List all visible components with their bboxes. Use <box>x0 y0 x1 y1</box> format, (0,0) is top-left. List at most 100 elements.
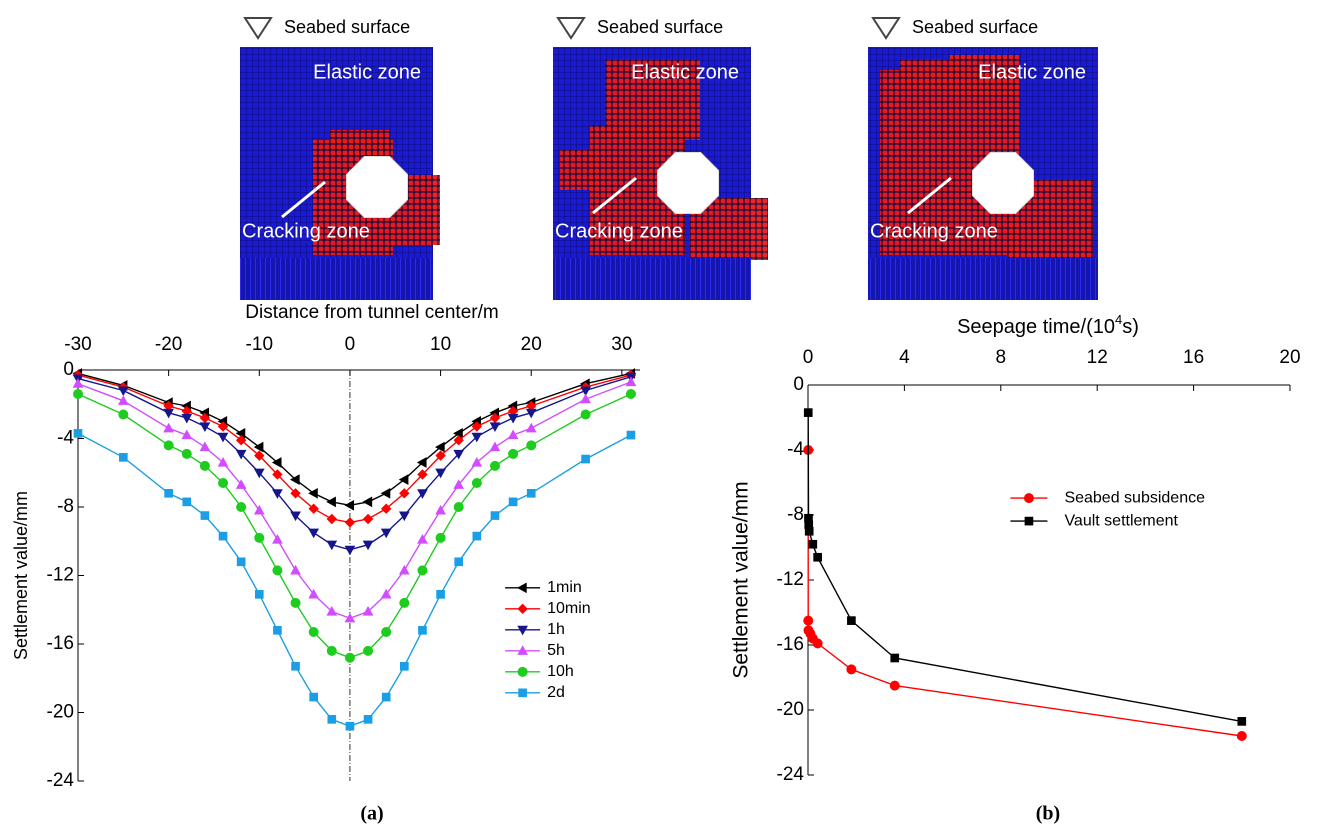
y-tick-label: -16 <box>777 634 804 655</box>
caption: (a) <box>360 803 383 825</box>
elastic-label: Elastic zone <box>313 61 421 83</box>
fem-image <box>240 47 440 300</box>
data-point <box>525 422 537 433</box>
x-tick-label: 0 <box>803 347 814 368</box>
data-point <box>453 502 464 512</box>
x-tick-label: 30 <box>611 334 632 355</box>
data-point <box>362 540 374 551</box>
y-tick-label: -4 <box>787 439 804 460</box>
data-point <box>453 435 464 446</box>
legend-marker <box>517 582 527 594</box>
legend-label: 5h <box>547 642 565 659</box>
data-point <box>344 499 355 511</box>
data-point <box>381 692 391 702</box>
y-tick-label: -20 <box>47 702 74 723</box>
data-point <box>435 468 446 479</box>
data-point <box>217 421 229 432</box>
data-point <box>254 532 265 543</box>
data-point <box>181 448 192 459</box>
data-point <box>435 450 446 461</box>
data-point <box>380 503 392 514</box>
data-point <box>507 413 519 424</box>
y-tick-label: -12 <box>47 565 74 586</box>
data-point <box>362 496 373 508</box>
legend-marker <box>1024 516 1034 526</box>
data-point <box>344 545 356 556</box>
data-point <box>362 605 374 616</box>
data-point <box>847 616 856 625</box>
data-point <box>199 422 211 433</box>
surface-label: Seabed surface <box>912 17 1038 37</box>
y-tick-label: -16 <box>47 633 74 654</box>
data-point <box>290 488 301 499</box>
cracking-region <box>560 150 600 190</box>
x-tick-label: -30 <box>64 334 91 355</box>
legend-marker <box>518 688 527 698</box>
data-point <box>581 454 590 464</box>
data-point <box>345 721 355 731</box>
data-point <box>363 715 373 724</box>
data-point <box>526 440 537 451</box>
data-point <box>417 534 428 544</box>
y-tick-label: -24 <box>777 764 805 785</box>
data-point <box>117 395 129 405</box>
data-point <box>417 469 428 480</box>
data-point <box>326 496 336 508</box>
y-tick-label: 0 <box>793 374 804 395</box>
data-point <box>253 504 265 515</box>
data-point <box>164 488 173 498</box>
data-point <box>217 432 229 443</box>
data-point <box>417 565 428 576</box>
data-point <box>813 552 822 562</box>
data-point <box>399 488 410 499</box>
data-point <box>326 540 338 551</box>
cracking-region <box>900 60 960 90</box>
data-point <box>453 449 465 460</box>
data-point <box>254 590 264 599</box>
y-axis-title: Settlement value/mm <box>730 481 753 678</box>
data-point <box>508 448 519 459</box>
data-point <box>199 441 211 452</box>
legend-label: Seabed subsidence <box>1064 489 1205 506</box>
data-point <box>182 497 192 507</box>
data-point <box>272 489 283 499</box>
data-point <box>808 539 818 549</box>
x-tick-label: 16 <box>1183 347 1204 368</box>
data-point <box>199 460 210 471</box>
legend-label: 1min <box>547 579 582 596</box>
legend-label: 1h <box>547 621 565 638</box>
data-point <box>290 564 301 575</box>
y-axis-title: Settlement value/mm <box>11 491 31 660</box>
data-point <box>416 457 427 468</box>
cracking-label: Cracking zone <box>870 220 998 242</box>
data-point <box>435 504 446 515</box>
data-point <box>218 531 228 541</box>
tunnel-hole <box>657 152 719 214</box>
data-point <box>580 393 591 404</box>
data-point <box>507 429 519 440</box>
y-tick-label: -24 <box>47 770 75 791</box>
data-point <box>803 615 814 626</box>
data-point <box>118 409 129 420</box>
y-tick-label: -8 <box>787 504 804 525</box>
data-point <box>471 478 482 489</box>
data-point <box>236 502 247 512</box>
data-point <box>1236 731 1247 741</box>
data-point <box>380 487 391 499</box>
data-point <box>308 528 320 539</box>
x-tick-label: 12 <box>1087 347 1108 368</box>
data-point <box>398 564 410 575</box>
data-point <box>344 517 356 528</box>
data-point <box>525 408 537 419</box>
data-point <box>471 456 483 467</box>
data-point <box>236 557 246 567</box>
data-point <box>254 450 265 461</box>
data-point <box>327 715 337 724</box>
data-point <box>272 534 283 544</box>
data-point <box>163 408 174 419</box>
data-point <box>326 645 337 656</box>
cracking-label: Cracking zone <box>555 220 683 242</box>
data-point <box>309 692 319 702</box>
data-point <box>399 661 409 671</box>
